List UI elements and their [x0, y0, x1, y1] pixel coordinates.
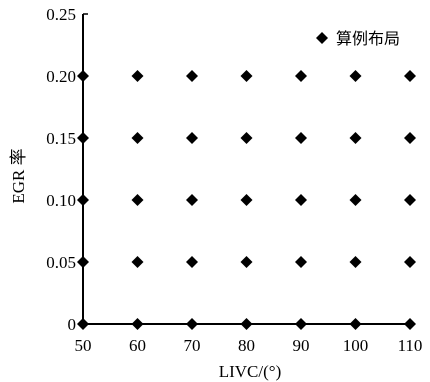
data-point — [404, 70, 416, 82]
x-tick-label: 70 — [184, 336, 201, 355]
data-point — [186, 256, 198, 268]
data-point — [240, 194, 253, 206]
y-tick-label: 0 — [68, 315, 77, 334]
data-point — [295, 132, 307, 144]
data-point — [349, 70, 362, 82]
y-axis-title: EGR 率 — [9, 148, 28, 203]
x-tick-label: 100 — [343, 336, 369, 355]
data-point — [404, 132, 416, 144]
data-point — [240, 256, 253, 268]
data-point — [295, 194, 307, 206]
x-tick-label: 80 — [238, 336, 255, 355]
data-point — [186, 132, 198, 144]
y-tick-label: 0.05 — [46, 253, 76, 272]
x-tick-label: 110 — [398, 336, 423, 355]
data-points — [77, 70, 416, 330]
y-tick-label: 0.20 — [46, 67, 76, 86]
legend-label: 算例布局 — [336, 29, 400, 48]
data-point — [404, 194, 416, 206]
data-point — [186, 70, 198, 82]
data-point — [404, 256, 416, 268]
data-point — [240, 70, 253, 82]
data-point — [240, 132, 253, 144]
data-point — [186, 194, 198, 206]
x-tick-label: 90 — [293, 336, 310, 355]
x-tick-label: 60 — [129, 336, 146, 355]
x-axis-ticks: 50 60 70 80 90 100 110 — [75, 324, 423, 355]
data-point — [349, 194, 362, 206]
legend-marker-diamond — [316, 32, 328, 44]
y-tick-label: 0.25 — [46, 5, 76, 24]
data-point — [349, 256, 362, 268]
y-tick-label: 0.10 — [46, 191, 76, 210]
data-point — [295, 70, 307, 82]
data-point — [295, 256, 307, 268]
x-tick-label: 50 — [75, 336, 92, 355]
data-point — [131, 256, 144, 268]
y-axis-ticks: 0 0.05 0.10 0.15 0.20 0.25 — [46, 5, 88, 334]
x-axis-title: LIVC/(°) — [219, 362, 282, 381]
data-point — [131, 132, 144, 144]
data-point — [349, 132, 362, 144]
data-point — [131, 70, 144, 82]
y-tick-label: 0.15 — [46, 129, 76, 148]
data-point — [131, 194, 144, 206]
legend: 算例布局 — [316, 29, 400, 48]
